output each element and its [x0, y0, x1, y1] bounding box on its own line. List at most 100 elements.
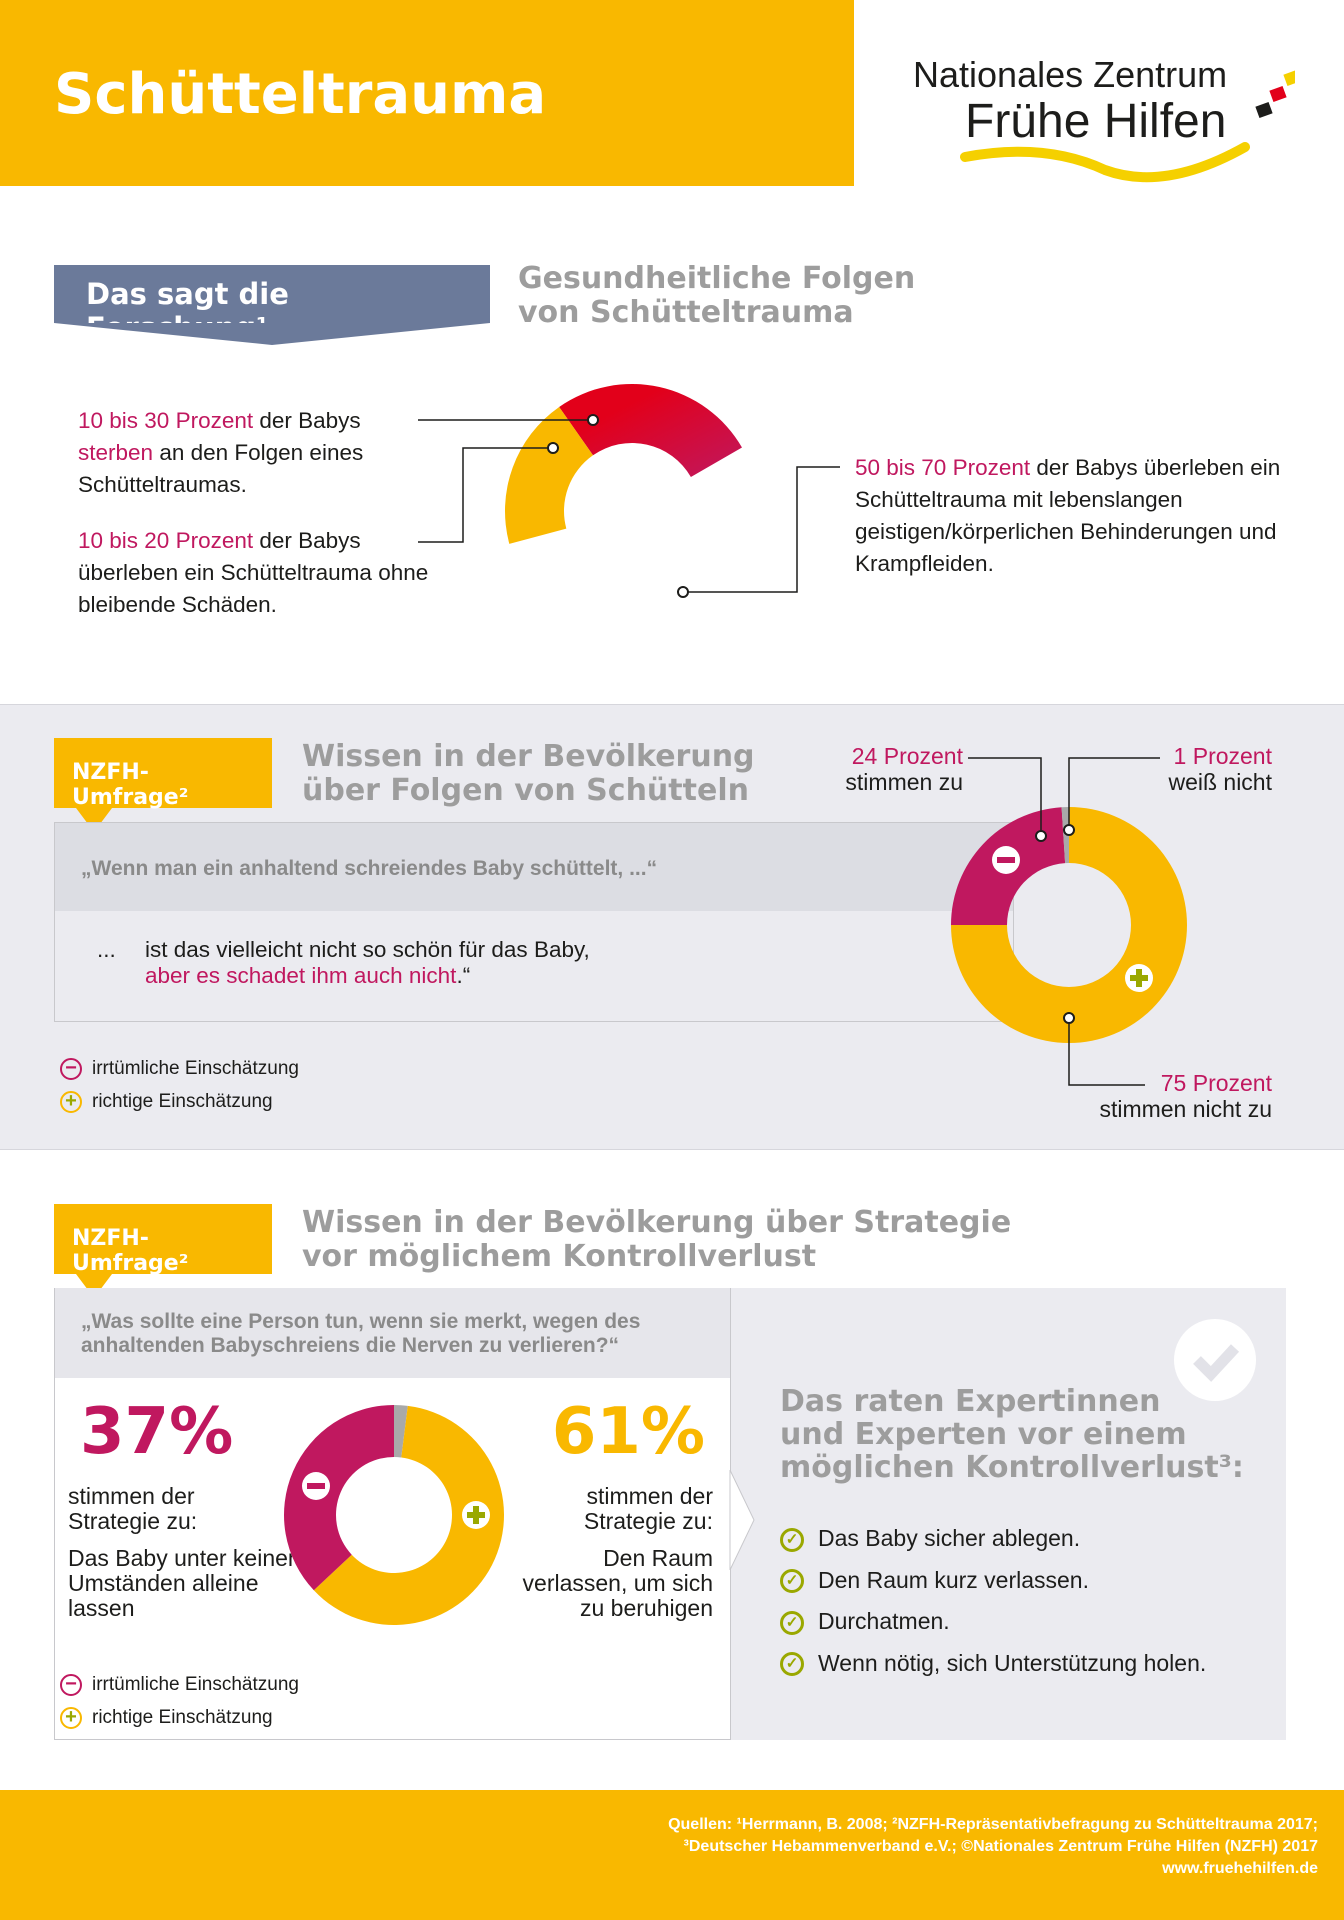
survey-tag: NZFH-Umfrage²	[54, 738, 272, 832]
checkmark-badge-icon	[1174, 1319, 1256, 1401]
note-pct: 10 bis 20 Prozent	[78, 528, 254, 553]
segment-no-answer	[394, 1405, 408, 1458]
tip-text: Den Raum kurz verlassen.	[818, 1566, 1089, 1593]
segment-died	[559, 383, 742, 477]
leader-dot	[587, 414, 599, 426]
leader-line	[1068, 1018, 1145, 1086]
label-dontknow: 1 Prozent weiß nicht	[1070, 743, 1272, 795]
legend-wrong: − irrtümliche Einschätzung	[60, 1668, 299, 1701]
plus-icon	[1136, 969, 1142, 987]
quote-text: „Wenn man ein anhaltend schreiendes Baby…	[55, 823, 1013, 911]
tip-text: Durchatmen.	[818, 1608, 950, 1634]
research-ribbon: Das sagt die Forschung¹	[54, 265, 490, 347]
check-icon: ✓	[780, 1527, 804, 1552]
footer: Quellen: ¹Herrmann, B. 2008; ²NZFH-Reprä…	[0, 1790, 1344, 1920]
segment-stay	[284, 1405, 394, 1591]
note-died: 10 bis 30 Prozent der Babys sterben an d…	[78, 405, 418, 501]
tips-list: ✓ Das Baby sicher ablegen. ✓ Den Raum kurz…	[780, 1518, 1206, 1684]
experts-title: Das raten Expertinnen und Experten vor e…	[780, 1385, 1244, 1484]
note-no-damage: 10 bis 20 Prozent der Babys überleben ei…	[78, 525, 438, 621]
pct-right: 61%	[551, 1395, 705, 1469]
title-line: Gesundheitliche Folgen	[518, 261, 916, 296]
check-icon: ✓	[780, 1610, 804, 1635]
label-disagree: 75 Prozent stimmen nicht zu	[1000, 1070, 1272, 1122]
answer-prefix: ...	[97, 937, 116, 962]
title-line: möglichen Kontrollverlust³:	[780, 1450, 1244, 1485]
label-pct: 24 Prozent	[851, 743, 963, 769]
legend-label: irrtümliche Einschätzung	[92, 1674, 299, 1695]
note-text: der Babys	[253, 408, 361, 433]
quote-text: „Was sollte eine Person tun, wenn sie me…	[55, 1288, 730, 1378]
note-pct: 50 bis 70 Prozent	[855, 455, 1031, 480]
note-text: der Babys überleben ein Schütteltrauma o…	[78, 528, 429, 617]
legend: − irrtümliche Einschätzung + richtige Eins…	[60, 1052, 299, 1118]
plus-icon: +	[60, 1706, 82, 1729]
title-line: Das raten Expertinnen	[780, 1384, 1161, 1419]
logo-line2: Frühe Hilfen	[965, 95, 1227, 148]
tip-item: ✓ Wenn nötig, sich Unterstützung holen.	[780, 1643, 1206, 1685]
legend-wrong: − irrtümliche Einschätzung	[60, 1052, 299, 1085]
label-text: stimmen zu	[845, 769, 963, 795]
answer-highlight: aber es schadet ihm auch nicht	[145, 963, 457, 988]
minus-icon	[307, 1483, 325, 1489]
answer: ... ist das vielleicht nicht so schön fü…	[97, 937, 697, 989]
donut-chart-consequences	[418, 383, 840, 598]
answer-end: .“	[456, 963, 471, 988]
panel-arrow	[729, 1470, 755, 1570]
answer-line: ist das vielleicht nicht so schön für da…	[145, 937, 590, 962]
section1-title: Gesundheitliche Folgen von Schütteltraum…	[518, 262, 915, 330]
section2-title: Wissen in der Bevölkerung über Folgen vo…	[302, 740, 755, 808]
note-disability: 50 bis 70 Prozent der Babys überleben ei…	[855, 452, 1315, 580]
tip-item: ✓ Den Raum kurz verlassen.	[780, 1560, 1206, 1602]
title-line: über Folgen von Schütteln	[302, 773, 749, 808]
leader-dot	[1063, 1012, 1075, 1024]
left-lead: stimmen der Strategie zu:	[68, 1483, 198, 1534]
label-pct: 1 Prozent	[1173, 743, 1272, 769]
leader-line	[683, 466, 840, 593]
plus-icon	[473, 1506, 479, 1524]
label-agree: 24 Prozent stimmen zu	[760, 743, 963, 795]
legend-label: irrtümliche Einschätzung	[92, 1058, 299, 1079]
source-line: Quellen: ¹Herrmann, B. 2008; ²NZFH-Reprä…	[668, 1816, 1318, 1833]
tip-item: ✓ Das Baby sicher ablegen.	[780, 1518, 1206, 1560]
note-text: an den Folgen eines Schütteltraumas.	[78, 440, 364, 497]
leader-line	[418, 447, 553, 543]
label-pct: 75 Prozent	[1160, 1070, 1272, 1096]
leader-dot	[547, 442, 559, 454]
legend: − irrtümliche Einschätzung + richtige Eins…	[60, 1668, 299, 1734]
title-line: und Experten vor einem	[780, 1417, 1187, 1452]
legend-right: + richtige Einschätzung	[60, 1701, 299, 1734]
nzfh-logo: Nationales Zentrum Frühe Hilfen	[905, 52, 1295, 187]
leader-line	[968, 757, 1042, 836]
right-lead: stimmen der Strategie zu:	[583, 1483, 713, 1534]
label-text: weiß nicht	[1168, 769, 1272, 795]
leader-dot	[677, 586, 689, 598]
leader-line	[1068, 757, 1160, 830]
pct-left: 37%	[80, 1395, 234, 1469]
check-icon: ✓	[780, 1569, 804, 1594]
minus-icon: −	[60, 1673, 82, 1696]
donut-chart-shaking	[951, 757, 1187, 1086]
section3-title: Wissen in der Bevölkerung über Strategie…	[302, 1206, 1011, 1274]
note-hl: sterben	[78, 440, 154, 465]
plus-icon: +	[60, 1090, 82, 1113]
segment-no-damage	[505, 406, 593, 544]
title-line: Wissen in der Bevölkerung	[302, 739, 755, 774]
source-line: ³Deutscher Hebammenverband e.V.; ©Nation…	[683, 1838, 1318, 1855]
note-pct: 10 bis 30 Prozent	[78, 408, 254, 433]
ribbon-point	[54, 323, 490, 345]
website-link[interactable]: www.fruehehilfen.de	[1162, 1860, 1318, 1877]
tip-item: ✓ Durchatmen.	[780, 1601, 1206, 1643]
segment-leave-room	[313, 1405, 505, 1626]
logo-swoosh-icon	[960, 69, 1295, 183]
logo-line1: Nationales Zentrum	[913, 54, 1228, 95]
header-banner	[0, 0, 854, 186]
sources: Quellen: ¹Herrmann, B. 2008; ²NZFH-Reprä…	[668, 1814, 1318, 1880]
check-icon: ✓	[780, 1652, 804, 1677]
minus-icon: −	[60, 1057, 82, 1080]
legend-label: richtige Einschätzung	[92, 1091, 273, 1112]
tip-text: Das Baby sicher ablegen.	[818, 1525, 1081, 1551]
survey-tag: NZFH-Umfrage²	[54, 1204, 272, 1298]
segment-dontknow	[1061, 807, 1069, 864]
donut-chart-strategy	[284, 1405, 505, 1626]
